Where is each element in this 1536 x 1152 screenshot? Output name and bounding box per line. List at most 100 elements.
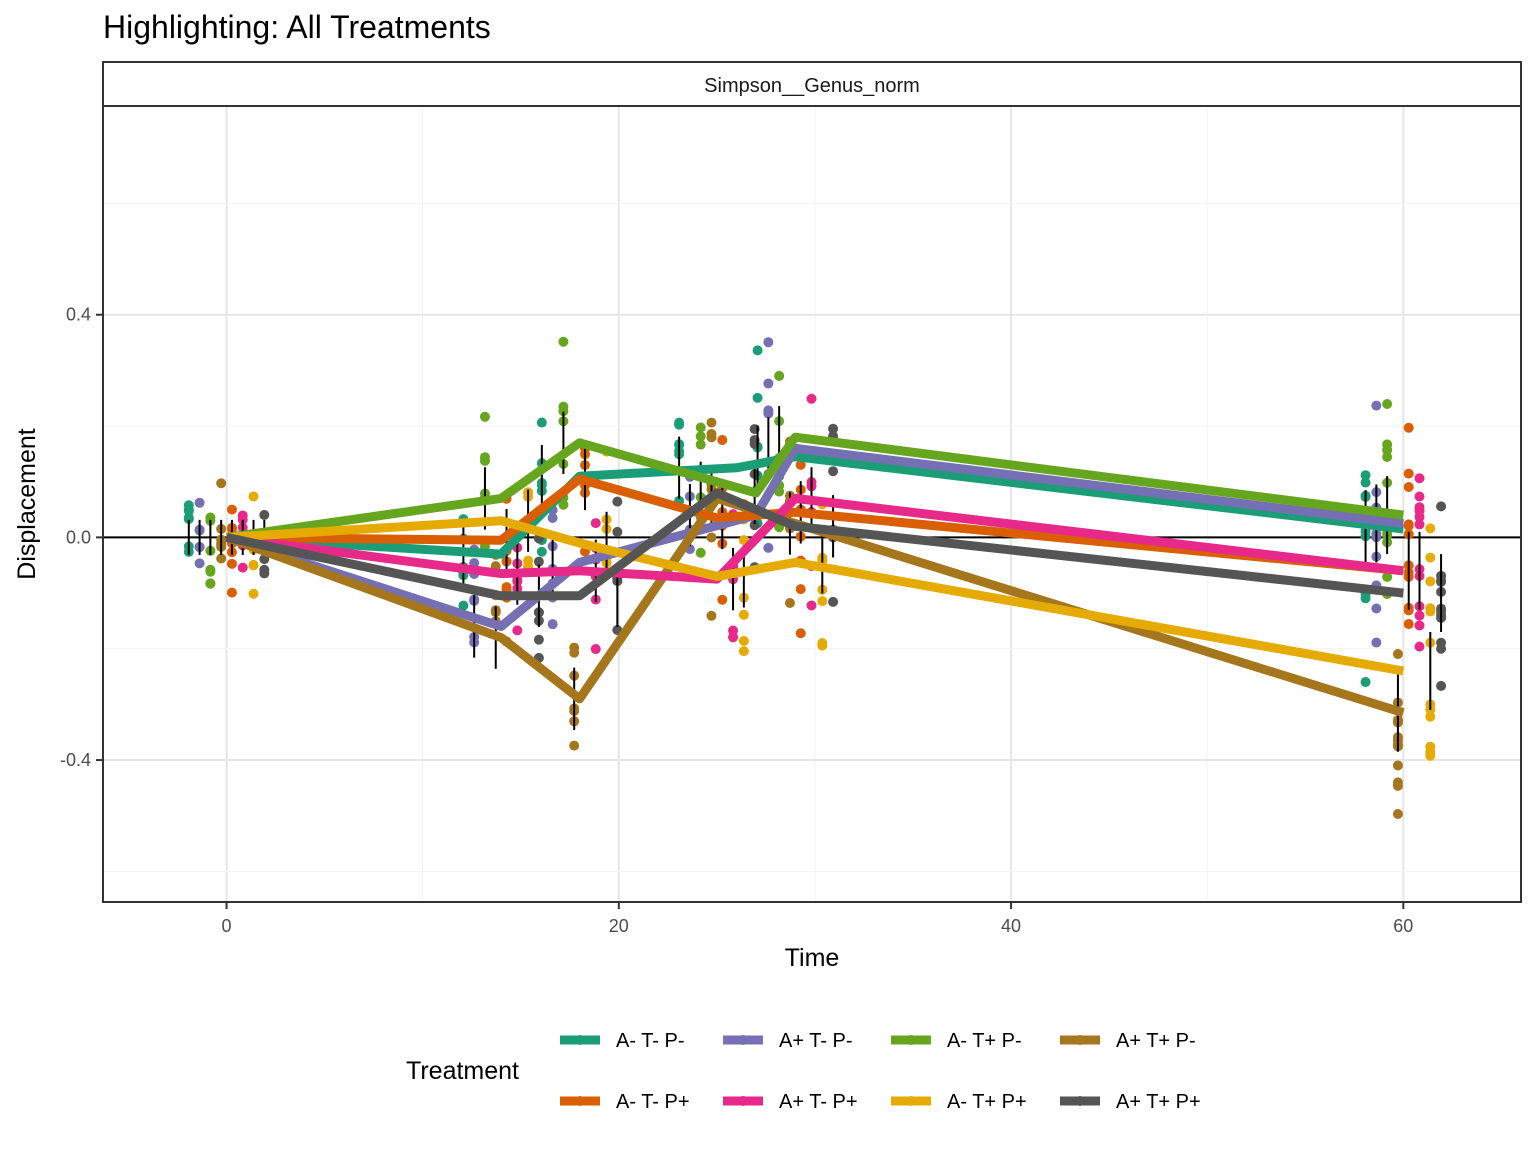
x-tick-label: 40 bbox=[1001, 916, 1021, 936]
data-point bbox=[717, 594, 728, 605]
data-point bbox=[1371, 400, 1382, 411]
data-point bbox=[774, 486, 785, 497]
legend-key-point bbox=[906, 1035, 916, 1045]
data-point bbox=[828, 466, 839, 477]
data-point bbox=[1425, 523, 1436, 534]
legend: A- T- P- A+ T- P- A- T+ P- A+ T+ P- A- T- P+… bbox=[560, 1030, 1201, 1113]
data-point bbox=[1425, 741, 1436, 752]
legend-label: A- T- P+ bbox=[616, 1091, 690, 1113]
data-point bbox=[259, 568, 270, 579]
data-point bbox=[205, 578, 216, 589]
legend-label: A+ T+ P- bbox=[1116, 1030, 1196, 1052]
data-point bbox=[458, 600, 469, 611]
data-point bbox=[817, 596, 828, 607]
data-point bbox=[536, 417, 547, 428]
data-point bbox=[547, 619, 558, 630]
data-point bbox=[1414, 491, 1425, 502]
x-axis-title: Time bbox=[785, 944, 840, 972]
data-point bbox=[226, 504, 237, 515]
data-point bbox=[569, 642, 580, 653]
data-point bbox=[183, 500, 194, 511]
data-point bbox=[1425, 552, 1436, 563]
data-point bbox=[1403, 619, 1414, 630]
data-point bbox=[248, 588, 259, 599]
data-point bbox=[1436, 680, 1447, 691]
data-point bbox=[1436, 637, 1447, 648]
legend-label: A+ T+ P+ bbox=[1116, 1091, 1201, 1113]
data-point bbox=[763, 408, 774, 419]
data-point bbox=[674, 417, 685, 428]
data-point bbox=[695, 547, 706, 558]
data-point bbox=[706, 417, 717, 428]
data-point bbox=[763, 337, 774, 348]
data-point bbox=[1392, 760, 1403, 771]
data-point bbox=[752, 392, 763, 403]
data-point bbox=[547, 512, 558, 523]
data-point bbox=[590, 644, 601, 655]
data-point bbox=[248, 559, 259, 570]
data-point bbox=[569, 740, 580, 751]
data-point bbox=[1382, 451, 1393, 462]
series-line bbox=[226, 516, 1405, 676]
data-point bbox=[706, 532, 717, 543]
data-point bbox=[1414, 505, 1425, 516]
legend-label: A+ T- P+ bbox=[779, 1091, 858, 1113]
y-axis-title: Displacement bbox=[13, 428, 41, 580]
y-axis: -0.4 0.0 0.4 bbox=[60, 305, 103, 770]
data-point bbox=[1414, 519, 1425, 530]
data-point bbox=[763, 378, 774, 389]
legend-title: Treatment bbox=[406, 1057, 519, 1085]
data-point bbox=[216, 478, 227, 489]
data-point bbox=[1436, 501, 1447, 512]
data-point bbox=[738, 635, 749, 646]
series-line bbox=[226, 452, 1404, 559]
data-point bbox=[1371, 603, 1382, 614]
series-line bbox=[225, 488, 1404, 601]
data-point bbox=[1414, 620, 1425, 631]
x-axis: 0 20 40 60 bbox=[222, 902, 1413, 936]
data-point bbox=[774, 370, 785, 381]
legend-key-point bbox=[575, 1096, 585, 1106]
data-point bbox=[479, 452, 490, 463]
data-point bbox=[1392, 809, 1403, 820]
data-point bbox=[1382, 571, 1393, 582]
data-point bbox=[1382, 399, 1393, 410]
legend-label: A- T+ P+ bbox=[947, 1091, 1027, 1113]
data-point bbox=[706, 610, 717, 621]
data-point bbox=[1360, 477, 1371, 488]
data-point bbox=[558, 336, 569, 347]
data-point bbox=[1425, 711, 1436, 722]
chart-title: Highlighting: All Treatments bbox=[103, 9, 491, 45]
data-point bbox=[558, 401, 569, 412]
data-point bbox=[1414, 610, 1425, 621]
series-lines bbox=[225, 432, 1405, 717]
x-tick-label: 0 bbox=[222, 916, 232, 936]
data-point bbox=[817, 638, 828, 649]
data-point bbox=[695, 439, 706, 450]
data-point bbox=[706, 432, 717, 443]
data-point bbox=[479, 411, 490, 422]
data-point bbox=[763, 542, 774, 553]
data-point bbox=[1360, 470, 1371, 481]
data-point bbox=[533, 634, 544, 645]
legend-label: A+ T- P- bbox=[779, 1030, 853, 1052]
data-point bbox=[612, 526, 623, 537]
x-tick-label: 60 bbox=[1393, 916, 1413, 936]
y-tick-label: 0.4 bbox=[66, 305, 91, 325]
data-point bbox=[1425, 576, 1436, 587]
data-point bbox=[1403, 422, 1414, 433]
data-point bbox=[205, 512, 216, 523]
data-point bbox=[1425, 603, 1436, 614]
data-point bbox=[248, 491, 259, 502]
data-point bbox=[1392, 649, 1403, 660]
y-tick-label: -0.4 bbox=[60, 750, 91, 770]
data-point bbox=[752, 345, 763, 356]
data-point bbox=[717, 435, 728, 446]
data-point bbox=[512, 625, 523, 636]
data-point bbox=[806, 393, 817, 404]
series-line bbox=[226, 474, 1404, 576]
data-point bbox=[749, 520, 760, 531]
data-point bbox=[828, 596, 839, 607]
data-point bbox=[695, 431, 706, 442]
